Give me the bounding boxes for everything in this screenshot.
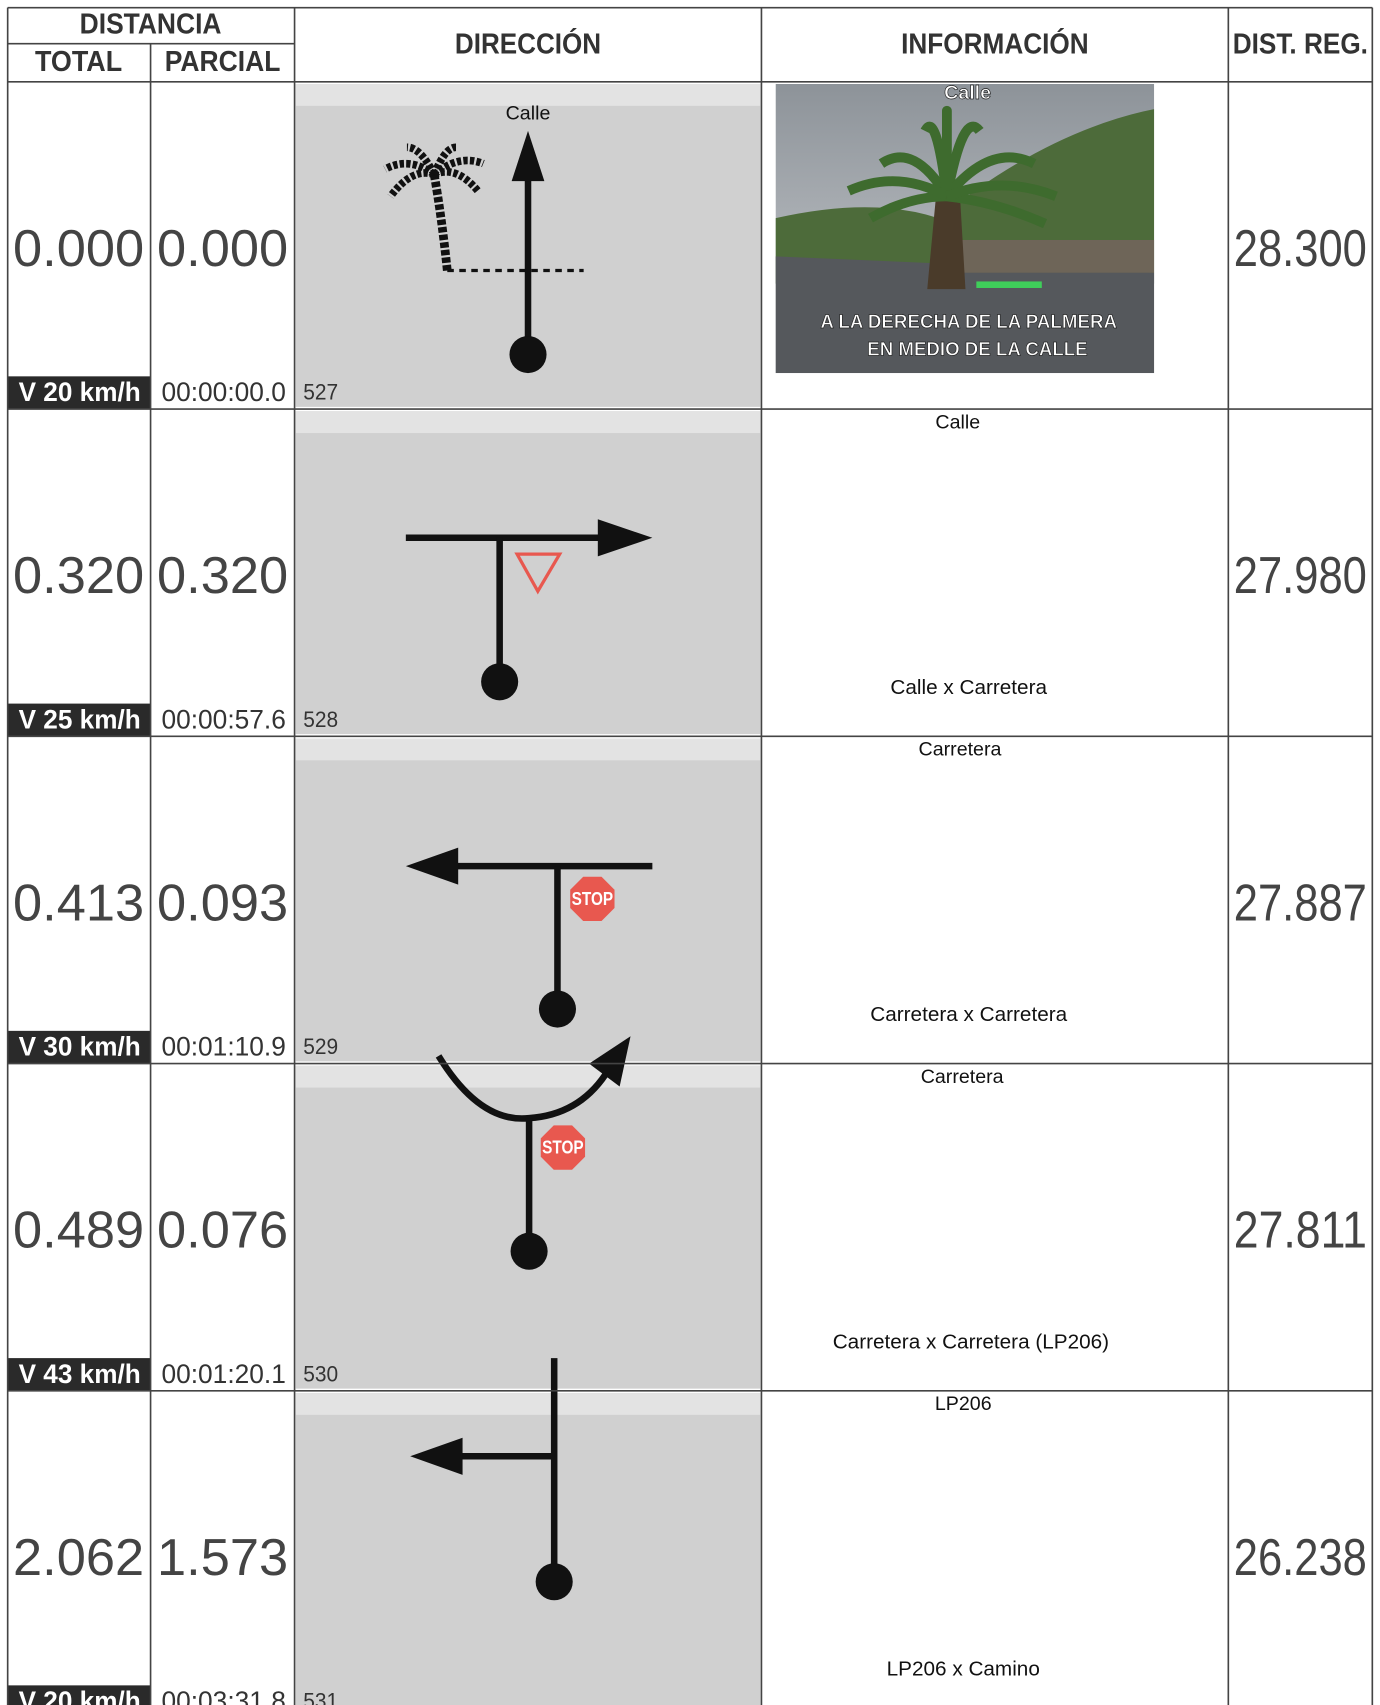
photo (775, 83, 1155, 374)
speed: V 25 km/h (19, 703, 141, 734)
info-bottom: Calle x Carretera (890, 676, 1047, 699)
dist-reg: 27.887 (1234, 874, 1367, 932)
info-top: Carretera (921, 1066, 1004, 1088)
header-text: DIRECCIÓN (455, 28, 601, 60)
info-bottom: Carretera x Carretera (LP206) (833, 1330, 1109, 1353)
parcial: 0.076 (157, 1202, 288, 1260)
dot (481, 663, 519, 701)
speed: V 30 km/h (19, 1031, 141, 1062)
photo-frond (945, 180, 1058, 201)
photo-curb (976, 281, 1042, 288)
arrow-head (514, 552, 563, 595)
info-top: Carretera (919, 739, 1002, 761)
arrow-head (405, 847, 459, 885)
speed: V 43 km/h (19, 1358, 141, 1389)
diagram-panel-top (295, 738, 761, 761)
stop-sign (570, 876, 615, 922)
time: 00:03:31.8 (161, 1685, 285, 1705)
palm-frond (432, 168, 481, 194)
arrow-head (410, 1437, 463, 1475)
speed: V 20 km/h (19, 1685, 141, 1705)
diagram-panel (295, 738, 761, 1062)
total: 0.000 (13, 220, 144, 278)
header-text: DIST. REG. (1233, 28, 1368, 60)
total: 0.413 (13, 874, 144, 932)
time: 00:01:20.1 (161, 1358, 285, 1389)
speed: V 20 km/h (19, 376, 141, 407)
palm-trunk (429, 173, 452, 271)
waypoint-number: 528 (303, 707, 338, 732)
waypoint-number: 530 (303, 1361, 338, 1386)
waypoint-number: 527 (303, 380, 338, 405)
arrow-head (589, 1036, 631, 1087)
header-text: TOTAL (35, 46, 122, 78)
photo-frond (878, 152, 952, 199)
parcial: 0.320 (157, 547, 288, 605)
stop-sign-text: STOP (572, 888, 613, 909)
stop-sign (540, 1125, 586, 1170)
diagram-panel-top (295, 1065, 761, 1088)
time: 00:00:00.0 (161, 376, 285, 407)
info-bottom: Carretera x Carretera (870, 1003, 1067, 1026)
palm-frond (431, 156, 485, 178)
dot (510, 1232, 548, 1270)
dist-reg: 26.238 (1234, 1529, 1367, 1587)
total: 2.062 (13, 1529, 144, 1587)
diagram-label: Calle (506, 103, 551, 125)
photo-road (775, 256, 1155, 374)
palm-frond (383, 159, 437, 178)
photo-caption: A LA DERECHA DE LA PALMERA (820, 311, 1117, 333)
dist-reg: 28.300 (1234, 220, 1367, 278)
diagram-panel-top (295, 411, 761, 434)
speed-box (7, 703, 151, 737)
waypoint-number: 531 (303, 1689, 338, 1705)
header-text: PARCIAL (165, 46, 281, 78)
palm-trunk-photo (927, 196, 966, 290)
header-text: INFORMACIÓN (901, 28, 1089, 60)
stop-sign-text: STOP (542, 1137, 583, 1158)
speed-box (7, 1358, 151, 1391)
parcial: 0.000 (157, 220, 288, 278)
info-top: Calle (935, 411, 980, 433)
header-text: DISTANCIA (80, 9, 222, 41)
photo-label: Calle (944, 82, 991, 104)
time: 00:01:10.9 (161, 1031, 285, 1062)
photo-caption: EN MEDIO DE LA CALLE (867, 338, 1087, 360)
diagram-panel (295, 1393, 761, 1705)
info-bottom: LP206 x Camino (887, 1658, 1040, 1681)
photo-wall (949, 239, 1155, 273)
arrow-head (597, 519, 653, 557)
speed-box (7, 1030, 151, 1064)
photo-frond (943, 152, 1037, 200)
time: 00:00:57.6 (161, 703, 285, 734)
speed-box (7, 376, 151, 410)
speed-box (7, 1685, 151, 1705)
dot (538, 990, 577, 1028)
diagram-panel-top (295, 1393, 761, 1415)
total: 0.320 (13, 547, 144, 605)
dot (509, 335, 547, 374)
waypoint-number: 529 (303, 1034, 338, 1059)
dist-reg: 27.811 (1234, 1202, 1367, 1260)
info-top: LP206 (935, 1393, 992, 1415)
parcial: 0.093 (157, 874, 288, 932)
arrow-head (511, 130, 545, 182)
diagram-panel-top (295, 83, 761, 106)
dist-reg: 27.980 (1234, 547, 1367, 605)
photo-frond (846, 176, 950, 201)
parcial: 1.573 (157, 1529, 288, 1587)
dot (535, 1563, 573, 1601)
total: 0.489 (13, 1202, 144, 1260)
